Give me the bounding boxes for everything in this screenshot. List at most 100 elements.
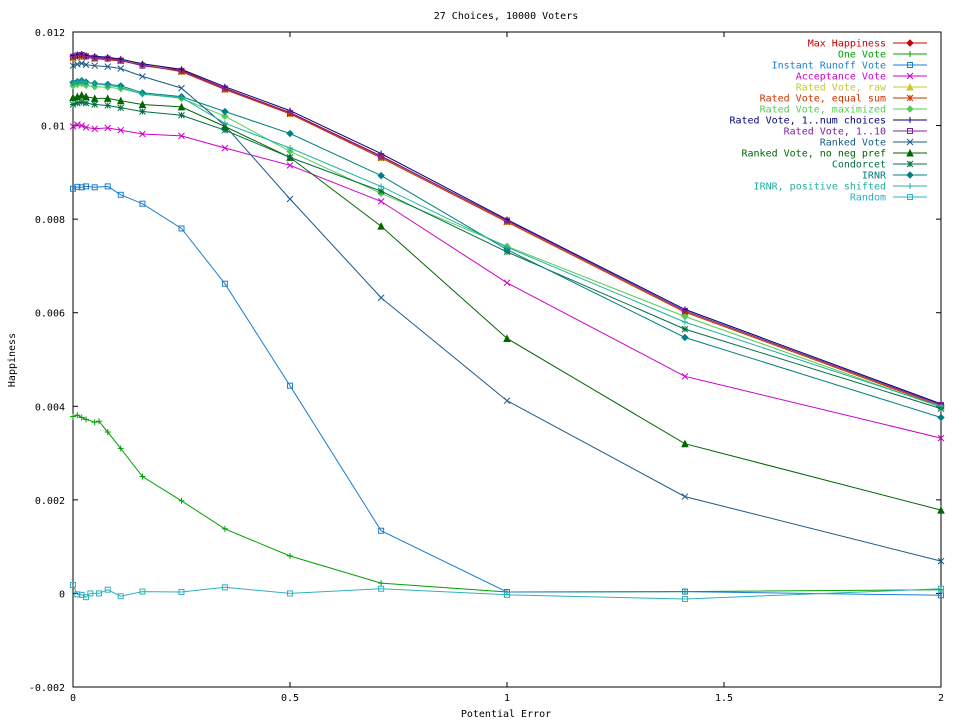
data-point <box>221 144 229 152</box>
data-point <box>82 61 90 69</box>
data-point <box>117 57 124 64</box>
data-point <box>681 596 688 603</box>
data-point <box>906 148 914 157</box>
data-point <box>74 79 81 86</box>
x-tick-label: 1 <box>504 693 510 704</box>
data-point <box>938 403 944 410</box>
data-point <box>907 194 913 200</box>
series-8 <box>70 51 944 408</box>
legend-item: Random <box>850 193 927 204</box>
data-point <box>681 319 688 326</box>
data-point <box>681 325 689 333</box>
data-point <box>906 138 914 146</box>
data-point <box>221 525 228 532</box>
data-point <box>178 67 185 74</box>
data-point <box>221 112 229 120</box>
data-point <box>116 96 125 105</box>
data-point <box>178 111 185 119</box>
data-point <box>91 184 98 191</box>
data-point <box>82 99 90 107</box>
legend-item: Rated Vote, raw <box>796 83 927 94</box>
series-14 <box>70 582 944 603</box>
data-point <box>504 217 510 224</box>
legend-label: Ranked Vote <box>820 138 886 149</box>
y-tick-label: 0.004 <box>35 402 65 413</box>
data-point <box>78 414 85 421</box>
data-point <box>938 592 944 599</box>
legend-item: Rated Vote, 1..num choices <box>729 116 927 127</box>
data-point <box>83 53 90 60</box>
data-point <box>90 94 99 102</box>
legend-label: Ranked Vote, no neg pref <box>742 149 887 160</box>
data-point <box>221 85 228 92</box>
legend-label: Rated Vote, 1..10 <box>784 127 886 138</box>
legend-label: Random <box>850 193 886 204</box>
y-tick-label: 0.006 <box>35 309 65 320</box>
data-point <box>139 130 146 138</box>
series-11 <box>69 98 945 412</box>
y-axis-label: Happiness <box>7 333 18 387</box>
data-point <box>78 122 86 129</box>
legend-item: Condorcet <box>832 160 927 171</box>
y-tick-label: 0.012 <box>35 28 65 39</box>
data-point <box>504 591 510 598</box>
data-point <box>907 51 913 57</box>
data-point <box>69 101 77 108</box>
data-point <box>503 279 511 287</box>
legend-item: IRNR, positive shifted <box>754 182 927 193</box>
data-point <box>287 145 293 152</box>
data-point <box>70 53 76 60</box>
legend-item: Acceptance Vote <box>796 72 927 83</box>
data-point <box>91 54 98 61</box>
data-point <box>74 412 81 419</box>
data-point <box>503 334 511 342</box>
data-point <box>377 171 385 180</box>
series-2 <box>70 183 944 599</box>
data-point <box>681 493 689 500</box>
data-point <box>96 590 103 597</box>
data-point <box>70 80 76 87</box>
data-point <box>287 553 293 559</box>
data-point <box>87 590 94 597</box>
data-point <box>74 591 81 598</box>
data-point <box>377 222 385 230</box>
data-point <box>378 183 385 190</box>
data-point <box>503 397 511 405</box>
data-point <box>104 102 112 109</box>
series-13 <box>70 78 944 410</box>
data-point <box>286 195 294 203</box>
y-tick-label: 0.008 <box>35 215 65 226</box>
legend-label: Max Happiness <box>808 39 886 50</box>
series-9 <box>69 59 945 565</box>
legend-label: Instant Runoff Vote <box>772 61 886 72</box>
legend-item: Instant Runoff Vote <box>772 61 927 72</box>
legend-item: One Vote <box>838 50 927 61</box>
legend-item: Rated Vote, maximized <box>760 105 927 116</box>
data-point <box>74 52 81 59</box>
data-point <box>287 590 293 597</box>
x-tick-label: 1.5 <box>715 693 733 704</box>
data-point <box>139 73 146 80</box>
data-point <box>906 94 914 102</box>
data-point <box>221 120 228 127</box>
data-point <box>937 413 945 422</box>
data-point <box>83 183 90 190</box>
data-point <box>139 91 146 98</box>
data-point <box>139 200 146 207</box>
data-point <box>69 62 77 70</box>
x-tick-label: 0 <box>70 693 76 704</box>
data-point <box>74 183 81 190</box>
data-point <box>117 593 124 600</box>
data-point <box>378 527 385 534</box>
data-point <box>104 124 112 132</box>
data-point <box>91 80 98 87</box>
data-point <box>906 72 914 80</box>
data-point <box>907 183 913 189</box>
data-point <box>377 187 385 195</box>
data-point <box>117 65 125 72</box>
data-point <box>117 84 124 91</box>
legend-label: Rated Vote, maximized <box>760 105 886 116</box>
data-point <box>907 117 913 123</box>
data-point <box>139 62 146 69</box>
x-axis-label: Potential Error <box>461 709 551 720</box>
